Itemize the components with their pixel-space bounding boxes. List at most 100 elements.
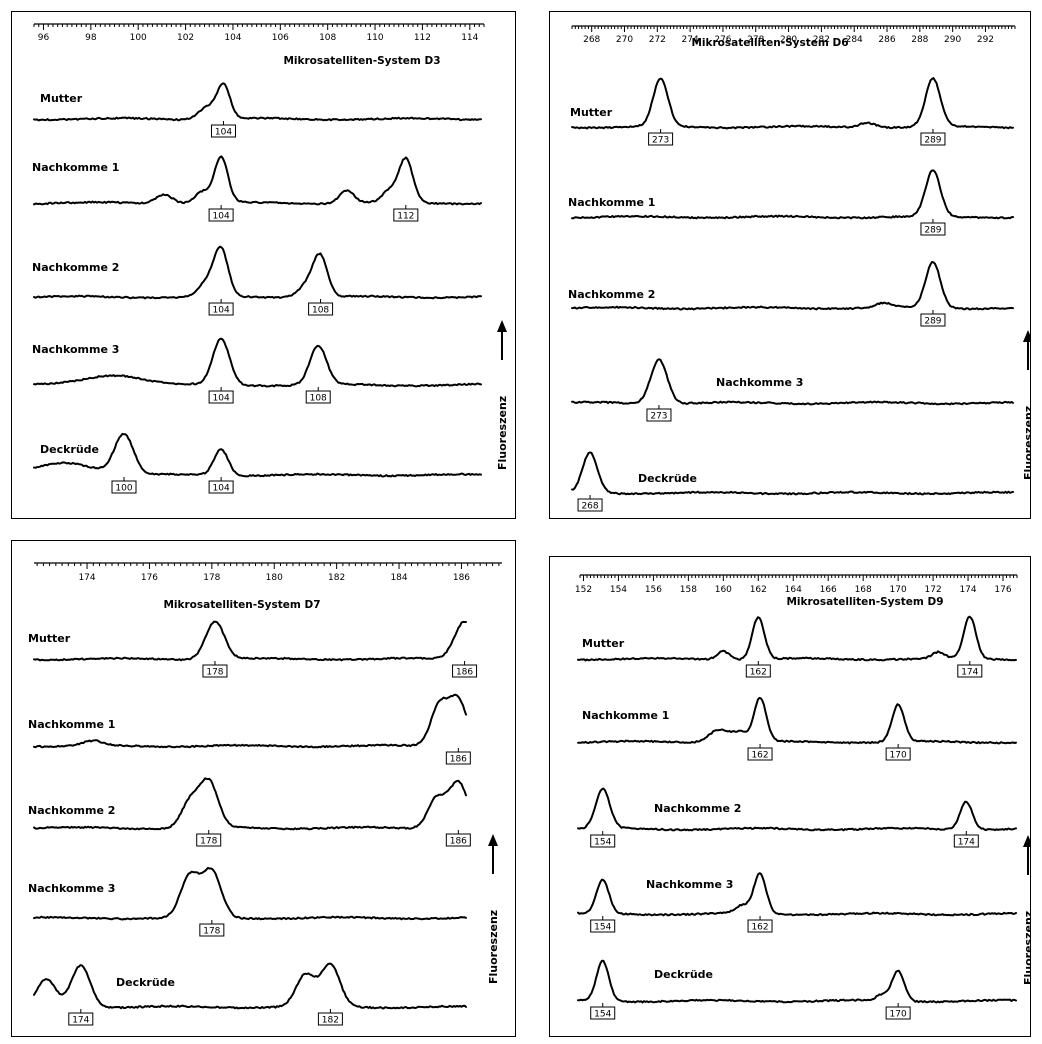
allele-label: 289 [920,219,946,236]
chart-title: Mikrosatelliten-System D7 [163,599,320,611]
allele-box [445,833,471,847]
x-tick-label: 156 [645,585,662,595]
allele-box [196,833,222,847]
trace-label: Nachkomme 1 [568,196,655,209]
allele-value: 174 [961,668,978,678]
y-axis-label: Fluoreszenz [1022,406,1031,480]
x-tick-label: 102 [177,33,194,43]
allele-box [452,664,478,678]
trace-line [571,169,1014,220]
x-tick-label: 168 [855,585,872,595]
trace-label: Deckrüde [116,976,175,989]
trace-line [577,615,1017,662]
trace-line [33,155,482,206]
x-tick-label: 106 [272,33,289,43]
chart-d6: 268 270 272 274 276 278 280 282 284 286 288 290 292 M… [568,25,1031,512]
x-tick-label: 272 [649,35,666,45]
trace-line [33,962,467,1010]
allele-label: 104 [210,121,236,138]
x-tick-label: 286 [878,35,895,45]
x-tick-label: 284 [846,35,863,45]
allele-box [747,919,773,933]
allele-label: 268 [577,495,603,512]
x-tick-label: 282 [813,35,830,45]
arrow-up-icon [497,320,507,332]
allele-label: 289 [920,310,946,327]
trace-label: Nachkomme 2 [568,288,655,301]
allele-box [745,664,771,678]
trace-label: Nachkomme 2 [28,804,115,817]
y-axis-label: Fluoreszenz [1022,911,1031,985]
trace-line [571,261,1014,311]
allele-label: 186 [452,661,478,678]
allele-value: 104 [213,394,230,404]
allele-value: 170 [890,751,907,761]
x-tick-label: 166 [820,585,837,595]
trace-line [577,696,1017,745]
allele-label: 154 [590,831,616,848]
allele-value: 186 [456,668,473,678]
allele-label: 104 [208,387,234,404]
allele-value: 178 [200,837,217,847]
x-tick-label: 290 [944,35,961,45]
allele-box [885,747,911,761]
arrow-up-icon [488,834,498,846]
allele-label: 178 [199,920,225,937]
allele-box [210,124,236,138]
allele-box [747,747,773,761]
x-tick-label: 96 [38,33,50,43]
allele-value: 186 [450,755,467,765]
allele-box [590,1006,616,1020]
x-tick-label: 170 [890,585,907,595]
allele-label: 104 [208,299,234,316]
allele-value: 108 [310,394,327,404]
chart-d7: 174 176 178 180 182 184 186 Mikrosatelliten-Sys… [28,562,502,1026]
allele-box [208,390,234,404]
allele-box [885,1006,911,1020]
allele-label: 186 [445,748,471,765]
allele-label: 186 [445,830,471,847]
panel-d7: 174 176 178 180 182 184 186 Mikrosatelliten-Sys… [11,540,516,1037]
x-tick-label: 104 [224,33,241,43]
allele-box [577,498,603,512]
trace-label: Mutter [28,632,71,645]
trace-label: Mutter [40,92,83,105]
x-tick-label: 100 [130,33,147,43]
allele-value: 104 [213,212,230,222]
x-tick-label: 110 [366,33,383,43]
allele-label: 112 [393,205,419,222]
allele-label: 289 [920,129,946,146]
allele-label: 273 [648,129,674,146]
allele-label: 154 [590,916,616,933]
x-tick-label: 98 [85,33,97,43]
trace-label: Mutter [582,637,625,650]
trace-label: Mutter [570,106,613,119]
allele-label: 174 [68,1009,94,1026]
x-tick-label: 288 [911,35,928,45]
y-axis-label: Fluoreszenz [487,910,500,984]
x-tick-label: 162 [750,585,767,595]
allele-label: 174 [957,661,983,678]
trace-label: Nachkomme 1 [28,718,115,731]
x-tick-label: 176 [141,573,158,583]
allele-box [308,302,334,316]
x-tick-label: 112 [414,33,431,43]
allele-box [305,390,331,404]
allele-box [920,222,946,236]
trace-label: Deckrüde [654,968,713,981]
allele-box [199,923,225,937]
x-tick-label: 164 [785,585,802,595]
allele-box [920,132,946,146]
allele-value: 186 [450,837,467,847]
allele-value: 289 [924,317,941,327]
panel-d6: 268 270 272 274 276 278 280 282 284 286 288 290 292 M… [549,11,1031,519]
trace-line [33,432,482,478]
allele-value: 154 [594,1010,611,1020]
arrow-up-icon [1023,330,1030,342]
allele-label: 108 [308,299,334,316]
trace-line [33,866,467,921]
x-tick-label: 174 [959,585,976,595]
trace-line [571,358,1014,406]
trace-line [577,872,1017,917]
chart-d3: 96 98 100 102 104 106 108 110 112 114 Mikrosatelli… [32,23,509,494]
